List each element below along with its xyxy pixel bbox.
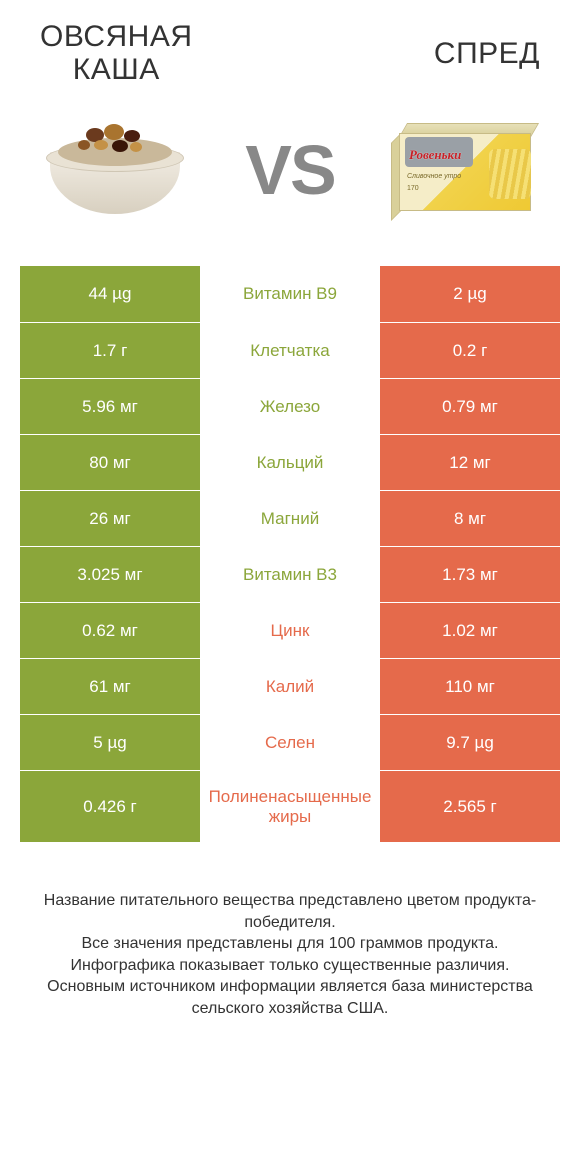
table-row: 0.426 гПолиненасыщенные жиры2.565 г — [20, 770, 560, 842]
left-value: 0.426 г — [20, 771, 200, 842]
nutrient-label: Магний — [200, 491, 380, 546]
nutrient-label: Полиненасыщенные жиры — [200, 771, 380, 842]
package-brand: Ровеньки — [409, 147, 461, 163]
nutrient-label: Кальций — [200, 435, 380, 490]
left-value: 0.62 мг — [20, 603, 200, 658]
table-row: 5 µgСелен9.7 µg — [20, 714, 560, 770]
table-row: 3.025 мгВитамин B31.73 мг — [20, 546, 560, 602]
left-value: 5.96 мг — [20, 379, 200, 434]
comparison-table: 44 µgВитамин B92 µg1.7 гКлетчатка0.2 г5.… — [20, 266, 560, 842]
table-row: 61 мгКалий110 мг — [20, 658, 560, 714]
table-row: 0.62 мгЦинк1.02 мг — [20, 602, 560, 658]
right-value: 12 мг — [380, 435, 560, 490]
left-value: 5 µg — [20, 715, 200, 770]
right-value: 9.7 µg — [380, 715, 560, 770]
image-row: VS Ровеньки Сливочное утро 170 — [20, 90, 560, 266]
header-row: ОВСЯНАЯ КАША СПРЕД — [20, 0, 560, 90]
oatmeal-image — [30, 100, 200, 240]
left-value: 80 мг — [20, 435, 200, 490]
right-value: 2.565 г — [380, 771, 560, 842]
table-row: 26 мгМагний8 мг — [20, 490, 560, 546]
left-value: 26 мг — [20, 491, 200, 546]
nutrient-label: Витамин B3 — [200, 547, 380, 602]
nutrient-label: Железо — [200, 379, 380, 434]
footer-note: Название питательного вещества представл… — [20, 890, 560, 1020]
left-value: 3.025 мг — [20, 547, 200, 602]
package-weight: 170 — [407, 185, 419, 192]
right-value: 1.73 мг — [380, 547, 560, 602]
right-value: 8 мг — [380, 491, 560, 546]
right-value: 110 мг — [380, 659, 560, 714]
right-value: 0.79 мг — [380, 379, 560, 434]
nutrient-label: Цинк — [200, 603, 380, 658]
table-row: 5.96 мгЖелезо0.79 мг — [20, 378, 560, 434]
right-value: 0.2 г — [380, 323, 560, 378]
nutrient-label: Клетчатка — [200, 323, 380, 378]
right-value: 2 µg — [380, 266, 560, 322]
right-value: 1.02 мг — [380, 603, 560, 658]
title-right: СПРЕД — [434, 37, 540, 70]
left-value: 44 µg — [20, 266, 200, 322]
title-left: ОВСЯНАЯ КАША — [40, 20, 193, 86]
table-row: 1.7 гКлетчатка0.2 г — [20, 322, 560, 378]
left-value: 1.7 г — [20, 323, 200, 378]
nutrient-label: Калий — [200, 659, 380, 714]
left-value: 61 мг — [20, 659, 200, 714]
vs-label: VS — [245, 130, 334, 210]
table-row: 80 мгКальций12 мг — [20, 434, 560, 490]
table-row: 44 µgВитамин B92 µg — [20, 266, 560, 322]
spread-image: Ровеньки Сливочное утро 170 — [380, 100, 550, 240]
nutrient-label: Селен — [200, 715, 380, 770]
package-subtitle: Сливочное утро — [407, 173, 461, 180]
nutrient-label: Витамин B9 — [200, 266, 380, 322]
